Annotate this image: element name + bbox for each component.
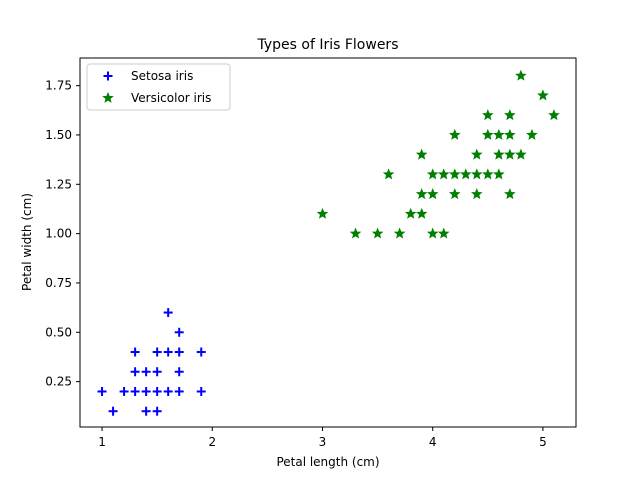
data-point [504,109,516,121]
data-point [152,386,162,396]
data-point [97,386,107,396]
data-point [415,207,428,219]
data-point [130,347,140,357]
x-axis-ticks: 1 2 3 4 5 [98,427,547,449]
series-2 [316,69,560,239]
data-point [471,188,483,200]
data-point [393,227,406,239]
data-point [415,148,428,160]
data-point [119,386,129,396]
data-point [526,128,538,140]
data-point [316,207,329,219]
data-point [448,188,461,200]
data-point [493,168,505,180]
y-tick-label: 0.50 [45,325,72,339]
data-point [141,406,151,416]
data-point [196,347,206,357]
x-tick-label: 2 [208,435,216,449]
data-point [504,188,516,200]
legend-marker [102,91,114,103]
data-point [471,168,483,180]
data-point [174,367,184,377]
legend-marker [103,71,113,81]
data-point [493,148,505,160]
y-tick-label: 1.25 [45,177,72,191]
data-point [426,168,439,180]
x-tick-label: 3 [319,435,327,449]
data-point [415,188,428,200]
data-point [349,227,362,239]
data-point [163,386,173,396]
chart-title: Types of Iris Flowers [257,37,399,53]
y-tick-label: 1.75 [45,79,72,93]
data-point [548,109,560,121]
data-point [174,347,184,357]
y-axis-ticks: 0.25 0.50 0.75 1.00 1.25 1.50 1.75 [45,79,80,389]
data-point [174,386,184,396]
data-point [141,367,151,377]
x-tick-label: 4 [429,435,437,449]
legend-label: Setosa iris [131,69,193,83]
data-point [471,148,483,160]
data-point [448,128,461,140]
data-point [382,168,395,180]
x-axis-label: Petal length (cm) [276,455,379,469]
plot-frame [79,57,577,428]
data-point [130,367,140,377]
data-point [515,148,527,160]
data-point [482,109,494,121]
x-tick-label: 1 [98,435,106,449]
data-point [108,406,118,416]
data-point [537,89,549,101]
data-point [404,207,417,219]
data-point [152,367,162,377]
data-point [482,168,494,180]
data-point [130,386,140,396]
data-point [152,406,162,416]
data-point [493,128,505,140]
data-point [426,227,439,239]
legend-label: Versicolor iris [131,91,211,105]
data-point [515,69,527,81]
y-axis-label: Petal width (cm) [20,193,34,291]
data-point [174,327,184,337]
data-point [504,148,516,160]
data-point [437,168,450,180]
plot-area [97,69,560,416]
y-tick-label: 1.00 [45,227,72,241]
y-tick-label: 1.50 [45,128,72,142]
data-point [437,227,450,239]
data-point [459,168,472,180]
data-point [504,128,516,140]
data-point [163,347,173,357]
y-tick-label: 0.25 [45,375,72,389]
data-point [163,308,173,318]
data-point [448,168,461,180]
data-point [152,347,162,357]
x-tick-label: 5 [539,435,547,449]
series-1 [97,308,206,416]
data-point [482,128,494,140]
legend: Setosa iris Versicolor iris [86,63,231,111]
y-tick-label: 0.75 [45,276,72,290]
legend-box [86,63,231,111]
data-point [196,386,206,396]
data-point [141,386,151,396]
data-point [426,188,439,200]
data-point [371,227,384,239]
